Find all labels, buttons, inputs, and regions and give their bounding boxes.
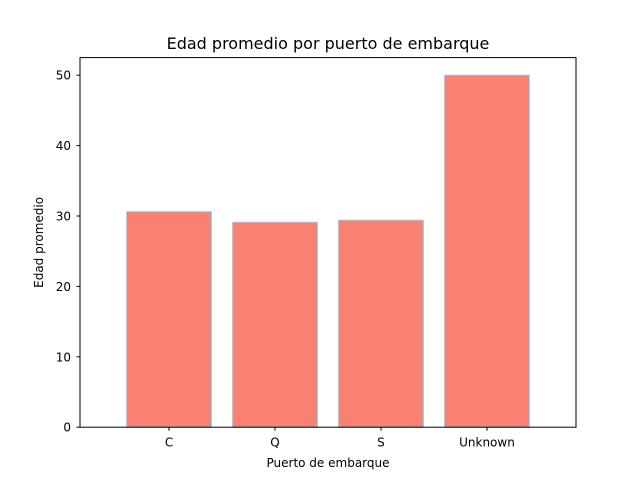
- bar-s: [338, 219, 424, 428]
- y-tick-label: 10: [56, 350, 71, 364]
- x-tick-label: Unknown: [459, 436, 515, 450]
- x-tick-label: C: [165, 436, 173, 450]
- y-axis-ticks: 0 10 20 30 40 50: [56, 69, 80, 435]
- y-tick-label: 50: [56, 69, 71, 83]
- plot-frame: [79, 57, 577, 428]
- x-tick-label: S: [377, 436, 385, 450]
- y-tick-label: 20: [56, 280, 71, 294]
- x-tick-label: Q: [270, 436, 279, 450]
- bars-group: [126, 74, 530, 428]
- y-axis-label: Edad promedio: [32, 197, 46, 288]
- x-axis-ticks: C Q S Unknown: [165, 427, 515, 450]
- chart-title: Edad promedio por puerto de embarque: [167, 34, 490, 53]
- y-tick-label: 40: [56, 139, 71, 153]
- bar-q: [232, 221, 318, 428]
- bar-unknown: [444, 74, 530, 428]
- x-axis-label: Puerto de embarque: [267, 456, 390, 470]
- bar-c: [126, 211, 212, 428]
- y-tick-label: 0: [63, 421, 71, 435]
- y-tick-label: 30: [56, 210, 71, 224]
